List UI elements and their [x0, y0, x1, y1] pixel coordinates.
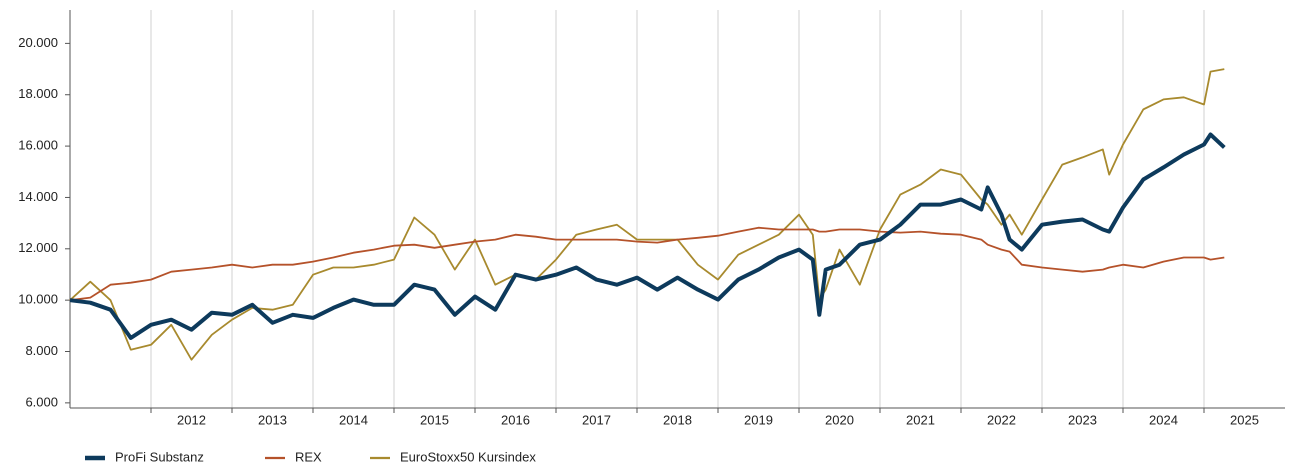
x-tick-label: 2014	[339, 412, 368, 427]
x-tick-label: 2017	[582, 412, 611, 427]
x-tick-label: 2021	[906, 412, 935, 427]
x-tick-label: 2016	[501, 412, 530, 427]
x-tick-label: 2022	[987, 412, 1016, 427]
x-tick-label: 2023	[1068, 412, 1097, 427]
x-tick-label: 2020	[825, 412, 854, 427]
x-tick-label: 2015	[420, 412, 449, 427]
y-tick-label: 6.000	[25, 394, 58, 409]
y-tick-label: 20.000	[18, 35, 58, 50]
legend-label: EuroStoxx50 Kursindex	[400, 449, 536, 464]
y-tick-label: 10.000	[18, 292, 58, 307]
x-tick-label: 2025	[1230, 412, 1259, 427]
legend-label: REX	[295, 449, 322, 464]
x-tick-label: 2024	[1149, 412, 1178, 427]
x-tick-label: 2012	[177, 412, 206, 427]
y-tick-label: 14.000	[18, 189, 58, 204]
series-line	[69, 132, 1226, 340]
series-line	[69, 68, 1225, 361]
x-tick-label: 2019	[744, 412, 773, 427]
y-tick-label: 18.000	[18, 86, 58, 101]
y-tick-label: 12.000	[18, 240, 58, 255]
y-tick-label: 16.000	[18, 138, 58, 153]
x-tick-label: 2018	[663, 412, 692, 427]
y-tick-label: 8.000	[25, 343, 58, 358]
series-line	[69, 226, 1225, 302]
x-tick-label: 2013	[258, 412, 287, 427]
legend-label: ProFi Substanz	[115, 449, 204, 464]
